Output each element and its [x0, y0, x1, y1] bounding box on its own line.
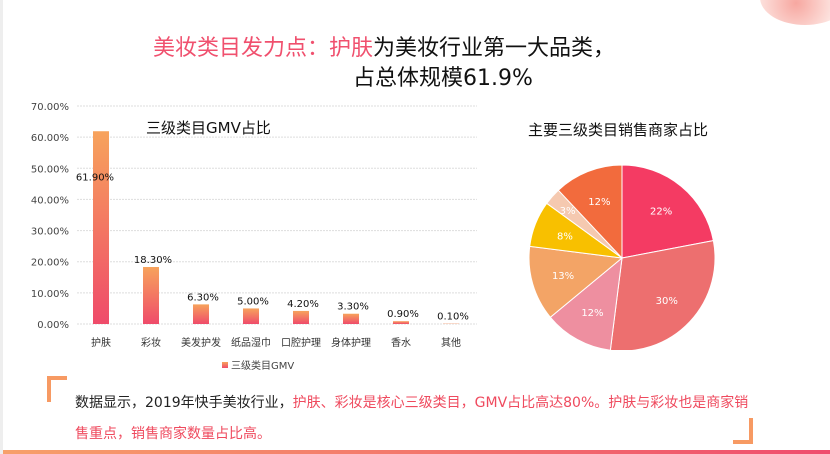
- x-tick-label: 身体护理: [331, 336, 371, 349]
- y-tick-label: 50.00%: [31, 164, 69, 175]
- summary-normal: 数据显示，2019年快手美妆行业，: [75, 395, 293, 411]
- pie-slice: [557, 164, 623, 260]
- pie-data-label: 22%: [650, 207, 672, 218]
- summary-highlight: 护肤、彩妆是核心三级类目，GMV占比高达80%。护肤与彩妆也是商家销售重点，销售…: [75, 395, 749, 442]
- x-tick-label: 护肤: [91, 336, 111, 349]
- bar-data-label: 0.90%: [387, 309, 419, 320]
- y-tick-label: 70.00%: [31, 102, 69, 113]
- bar-data-label: 5.00%: [237, 296, 269, 307]
- bar: [143, 267, 159, 324]
- bar: [343, 313, 359, 324]
- pie-data-label: 13%: [552, 271, 574, 282]
- y-tick-label: 40.00%: [31, 195, 69, 206]
- x-tick-label: 其他: [441, 336, 461, 349]
- pie-slice: [549, 256, 623, 350]
- pie-chart-title: 主要三级类目销售商家占比: [528, 121, 708, 139]
- x-tick-label: 彩妆: [141, 336, 161, 349]
- bar-data-label: 61.90%: [76, 172, 114, 183]
- legend-label: 三级类目GMV: [231, 359, 294, 372]
- bar-data-label: 0.10%: [437, 312, 469, 323]
- corner-bracket: [47, 376, 67, 402]
- pie-data-label: 30%: [656, 296, 678, 307]
- y-tick-label: 60.00%: [31, 133, 69, 144]
- pie-data-label: 3%: [560, 206, 576, 217]
- bar-data-label: 6.30%: [187, 292, 219, 303]
- bar-data-label: 18.30%: [134, 255, 172, 266]
- y-tick-label: 20.00%: [31, 258, 69, 269]
- bottom-accent-line: [3, 450, 830, 454]
- bar-chart: 三级类目GMV占比 0.00% 10.00% 20.00% 30.00% 40.00% 5…: [31, 102, 477, 372]
- bar-data-label: 4.20%: [287, 299, 319, 310]
- pie-slice: [528, 245, 624, 318]
- title-line2: 占总体规模61.9%: [353, 66, 533, 91]
- y-tick-label: 10.00%: [31, 289, 69, 300]
- y-tick-label: 0.00%: [37, 320, 69, 331]
- x-tick-label: 香水: [391, 337, 411, 349]
- x-tick-label: 纸品湿巾: [231, 336, 271, 349]
- bar: [93, 131, 109, 324]
- summary-text: 数据显示，2019年快手美妆行业，护肤、彩妆是核心三级类目，GMV占比高达80%…: [75, 388, 755, 450]
- x-tick-label: 口腔护理: [281, 336, 321, 349]
- bar: [393, 321, 409, 324]
- title-highlight: 美妆类目发力点：护肤: [153, 36, 374, 61]
- bar-data-label: 3.30%: [337, 302, 369, 313]
- corner-bracket: [733, 418, 753, 444]
- bar: [193, 304, 209, 324]
- legend-swatch: [222, 362, 228, 368]
- pie-slice: [621, 164, 714, 259]
- title-rest: 为美妆行业第一大品类，: [373, 36, 616, 61]
- bar: [293, 310, 309, 324]
- x-tick-label: 美发护发: [181, 336, 221, 349]
- pie-data-label: 8%: [557, 231, 573, 242]
- pie-slice: [609, 239, 716, 350]
- pie-data-label: 12%: [588, 197, 610, 208]
- decorative-blob: [760, 0, 830, 25]
- bar: [243, 308, 259, 324]
- pie-data-label: 12%: [581, 308, 603, 319]
- slide-title: 美妆类目发力点：护肤为美妆行业第一大品类， 占总体规模61.9%: [153, 34, 615, 94]
- bar-chart-title: 三级类目GMV占比: [146, 119, 271, 137]
- pie-chart: 主要三级类目销售商家占比 22%30%12%13%8%3%12%彩妆护肤口腔护理…: [528, 121, 716, 350]
- y-tick-label: 30.00%: [31, 227, 69, 238]
